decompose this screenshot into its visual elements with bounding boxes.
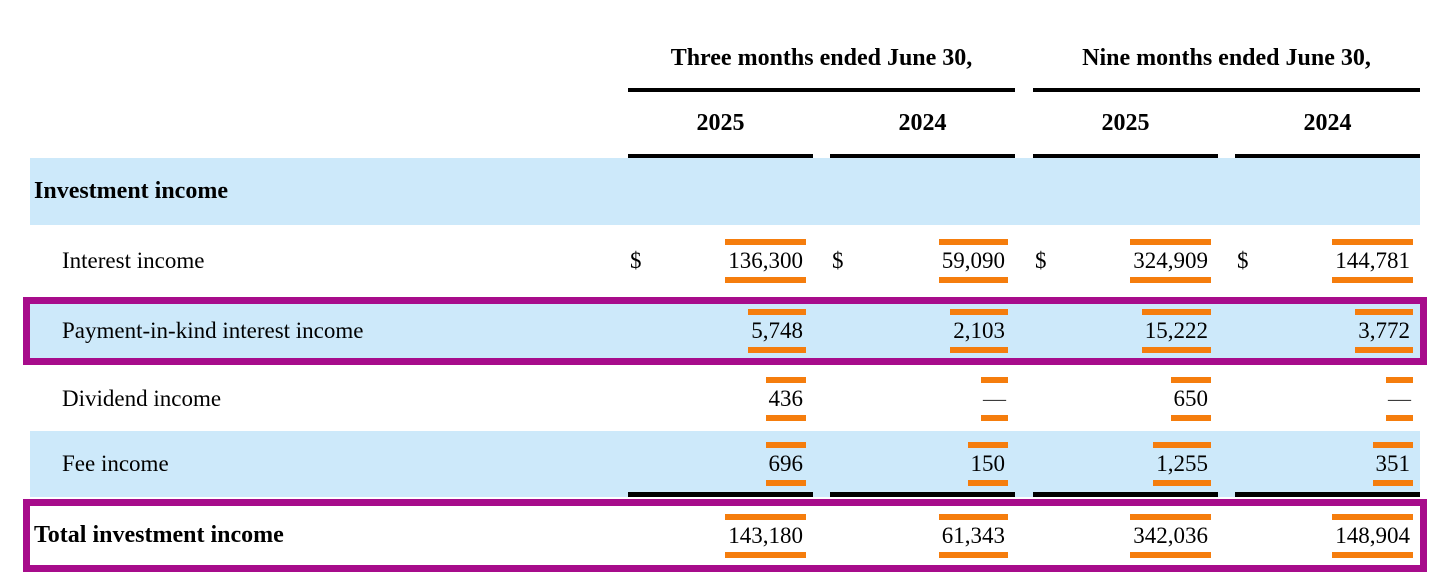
column-gap xyxy=(1218,92,1235,158)
value-annotated: 144,781 xyxy=(1332,239,1413,283)
value-cell: $ 59,090 xyxy=(830,225,1015,297)
value-annotated: 143,180 xyxy=(725,513,806,558)
value-annotated: 696 xyxy=(765,442,806,486)
value-annotated: 436 xyxy=(765,376,806,421)
dollar-sign: $ xyxy=(1035,248,1047,273)
year-header-three-2025: 2025 xyxy=(628,92,813,158)
value-annotated: 1,255 xyxy=(1153,442,1211,486)
row-label-total: Total investment income xyxy=(34,522,284,548)
value-annotated: 324,909 xyxy=(1130,239,1211,283)
value-annotated: 650 xyxy=(1170,376,1211,421)
table-row-interest-income: Interest income $ 136,300 $ 59,090 $ 324… xyxy=(30,225,1420,297)
value-cell: 2,103 xyxy=(830,304,1015,358)
value-cell: 143,180 xyxy=(628,506,813,565)
column-group-three-months: Three months ended June 30, xyxy=(628,0,1015,92)
value-cell: 436 xyxy=(628,366,813,431)
value-cell: $ 324,909 xyxy=(1033,225,1218,297)
table-row-fee-income: Fee income 696 150 1,255 351 xyxy=(30,431,1420,497)
subtotal-rule xyxy=(1235,492,1420,497)
column-gap xyxy=(813,92,830,158)
year-header-nine-2025: 2025 xyxy=(1033,92,1218,158)
value-annotated: 351 xyxy=(1372,442,1413,486)
section-header-row: Investment income xyxy=(30,158,1420,225)
value-cell: 1,255 xyxy=(1033,431,1218,497)
value-cell: 3,772 xyxy=(1235,304,1420,358)
value-annotated: 136,300 xyxy=(725,239,806,283)
value-cell: 696 xyxy=(628,431,813,497)
value-annotated: 3,772 xyxy=(1355,309,1413,353)
value-annotated-dash: — xyxy=(1386,376,1413,421)
value-cell: 351 xyxy=(1235,431,1420,497)
year-header-three-2024: 2024 xyxy=(830,92,1015,158)
subtotal-rule xyxy=(830,492,1015,497)
column-gap xyxy=(1015,92,1033,158)
value-cell: 342,036 xyxy=(1033,506,1218,565)
value-annotated: 150 xyxy=(967,442,1008,486)
value-annotated: 2,103 xyxy=(950,309,1008,353)
section-header-label: Investment income xyxy=(34,178,228,204)
header-spacer xyxy=(30,92,628,158)
value-cell: $ 136,300 xyxy=(628,225,813,297)
value-cell: 150 xyxy=(830,431,1015,497)
value-annotated: 342,036 xyxy=(1130,513,1211,558)
value-cell: $ 144,781 xyxy=(1235,225,1420,297)
dollar-sign: $ xyxy=(1237,248,1249,273)
value-cell: — xyxy=(830,366,1015,431)
value-cell: 61,343 xyxy=(830,506,1015,565)
header-spacer xyxy=(30,0,628,92)
table-row-dividend-income: Dividend income 436 — 650 — xyxy=(30,366,1420,431)
row-label: Payment-in-kind interest income xyxy=(62,318,364,343)
value-annotated-dash: — xyxy=(981,376,1008,421)
column-group-gap xyxy=(1015,0,1033,92)
row-label: Interest income xyxy=(62,248,205,273)
value-annotated: 148,904 xyxy=(1332,513,1413,558)
subtotal-rule xyxy=(1033,492,1218,497)
value-annotated: 15,222 xyxy=(1141,309,1211,353)
value-annotated: 5,748 xyxy=(748,309,806,353)
value-cell: 5,748 xyxy=(628,304,813,358)
value-annotated: 59,090 xyxy=(938,239,1008,283)
dollar-sign: $ xyxy=(630,248,642,273)
table-row-payment-in-kind-highlighted: Payment-in-kind interest income 5,748 2,… xyxy=(23,297,1427,365)
row-label: Fee income xyxy=(62,451,169,476)
dollar-sign: $ xyxy=(832,248,844,273)
value-cell: 148,904 xyxy=(1235,506,1420,565)
value-annotated: 61,343 xyxy=(938,513,1008,558)
subtotal-rule xyxy=(628,492,813,497)
investment-income-table: Three months ended June 30, Nine months … xyxy=(23,0,1427,572)
table-row-total-highlighted: Total investment income 143,180 61,343 3… xyxy=(23,499,1427,572)
column-group-nine-months: Nine months ended June 30, xyxy=(1033,0,1420,92)
year-header-row: 2025 2024 2025 2024 xyxy=(30,92,1420,158)
row-label: Dividend income xyxy=(62,385,222,411)
value-cell: 15,222 xyxy=(1033,304,1218,358)
value-cell: — xyxy=(1235,366,1420,431)
value-cell: 650 xyxy=(1033,366,1218,431)
period-group-header-row: Three months ended June 30, Nine months … xyxy=(30,0,1420,92)
year-header-nine-2024: 2024 xyxy=(1235,92,1420,158)
